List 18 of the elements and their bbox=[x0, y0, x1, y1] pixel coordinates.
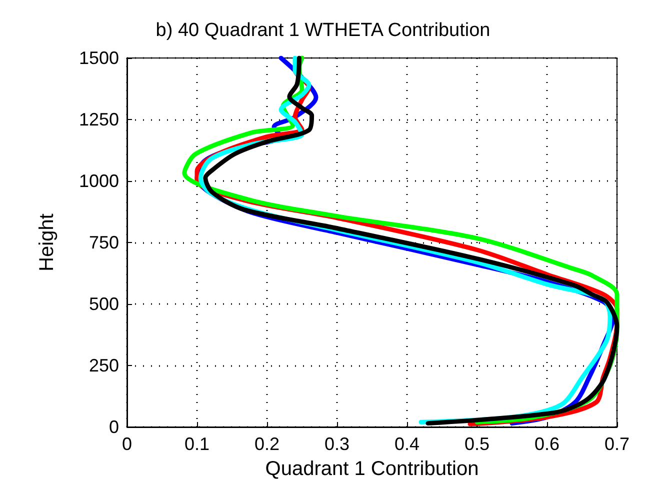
x-tick-label: 0.1 bbox=[184, 434, 210, 454]
x-tick-label: 0.6 bbox=[534, 434, 560, 454]
x-tick-label: 0.7 bbox=[604, 434, 630, 454]
y-tick-label: 500 bbox=[88, 294, 119, 314]
x-tick-label: 0.2 bbox=[254, 434, 280, 454]
x-axis-title: Quadrant 1 Contribution bbox=[265, 458, 479, 480]
x-tick-label: 0 bbox=[122, 434, 132, 454]
x-tick-label: 0.5 bbox=[464, 434, 490, 454]
y-axis-title: Height bbox=[36, 213, 58, 272]
y-tick-label: 0 bbox=[108, 417, 119, 437]
y-tick-label: 750 bbox=[88, 232, 119, 252]
y-tick-label: 1000 bbox=[78, 171, 119, 191]
x-tick-label: 0.4 bbox=[394, 434, 420, 454]
chart-title: b) 40 Quadrant 1 WTHETA Contribution bbox=[156, 20, 490, 41]
y-tick-label: 250 bbox=[88, 356, 119, 376]
y-tick-label: 1250 bbox=[78, 110, 119, 130]
x-tick-label: 0.3 bbox=[324, 434, 350, 454]
y-tick-label: 1500 bbox=[78, 48, 119, 68]
